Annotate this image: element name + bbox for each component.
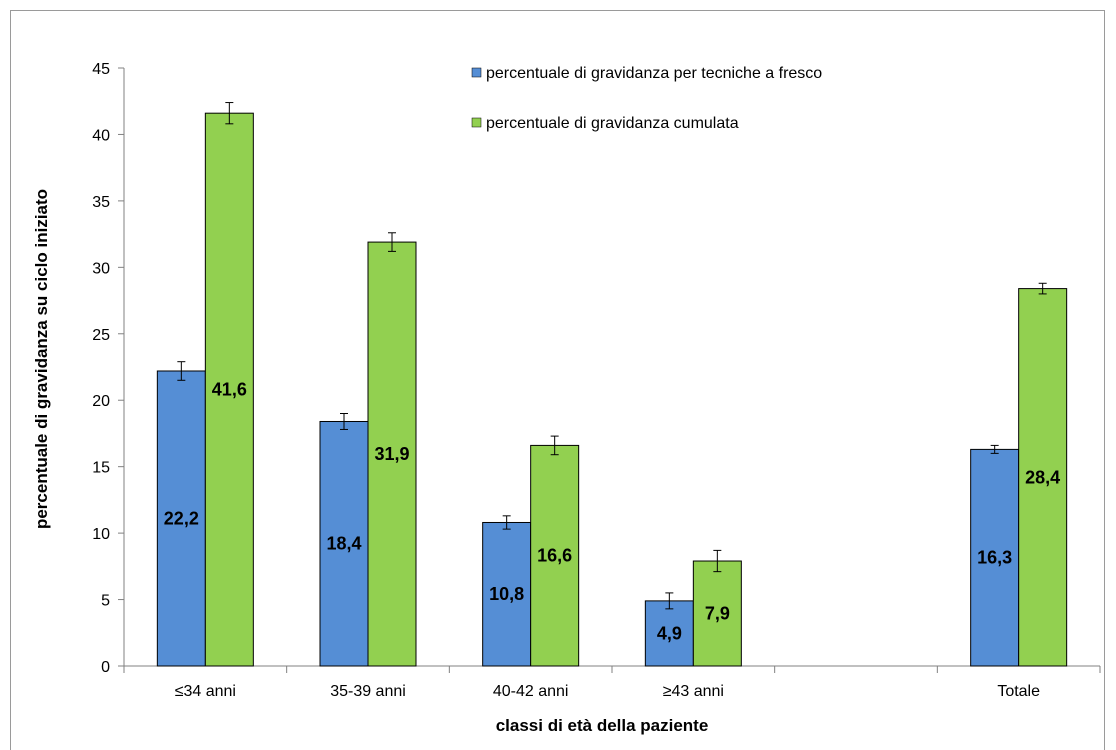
y-tick-label: 40: [92, 127, 110, 144]
legend-label-fresh: percentuale di gravidanza per tecniche a…: [486, 65, 822, 82]
legend-swatch-fresh: [471, 67, 482, 78]
data-label: 7,9: [705, 604, 730, 624]
y-tick-label: 5: [101, 593, 110, 610]
y-tick-label: 45: [92, 61, 110, 78]
data-label: 18,4: [326, 534, 361, 554]
x-axis: ≤34 anni 35-39 anni 40-42 anni ≥43 anni Tota…: [123, 665, 1101, 700]
y-tick-label: 15: [92, 460, 110, 477]
x-tick-label: Totale: [997, 683, 1040, 700]
legend-swatch-cumulative: [471, 117, 482, 128]
data-label: 16,6: [537, 546, 572, 566]
y-tick-label: 30: [92, 260, 110, 277]
error-bars: [177, 102, 1047, 610]
x-tick-label: 35-39 anni: [330, 683, 406, 700]
x-axis-title: classi di età della paziente: [496, 716, 709, 735]
bar-cumulative: [204, 112, 254, 667]
bar-fresh: [156, 370, 206, 667]
bar-cumulative: [1018, 288, 1068, 667]
bar-fresh: [482, 521, 532, 667]
data-label: 10,8: [489, 584, 524, 604]
x-tick-label: ≤34 anni: [175, 683, 236, 700]
bar-cumulative: [530, 444, 580, 667]
y-tick-label: 25: [92, 327, 110, 344]
data-label: 22,2: [164, 508, 199, 528]
y-tick-label: 10: [92, 526, 110, 543]
data-label: 31,9: [374, 444, 409, 464]
bars: [156, 112, 1068, 667]
y-tick-label: 0: [101, 659, 110, 676]
x-tick-label: ≥43 anni: [663, 683, 724, 700]
y-axis: 0 5 10 15 20 25 30 35 40 45: [92, 61, 125, 676]
bar-cumulative: [692, 560, 742, 667]
x-tick-label: 40-42 anni: [493, 683, 569, 700]
bar-cumulative: [367, 241, 417, 667]
legend: percentuale di gravidanza per tecniche a…: [471, 65, 822, 132]
data-labels: 22,2 18,4 10,8 4,9 16,3 41,6 31,9 16,6 7,9 28,4: [164, 380, 1060, 644]
legend-label-cumulative: percentuale di gravidanza cumulata: [486, 115, 739, 132]
y-axis-title: percentuale di gravidanza su ciclo inizi…: [32, 189, 51, 529]
chart-frame: [10, 10, 1105, 750]
y-tick-label: 20: [92, 393, 110, 410]
data-label: 4,9: [657, 623, 682, 643]
data-label: 41,6: [212, 380, 247, 400]
y-tick-label: 35: [92, 194, 110, 211]
bar-fresh: [319, 420, 369, 667]
data-label: 16,3: [977, 548, 1012, 568]
data-label: 28,4: [1025, 467, 1060, 487]
